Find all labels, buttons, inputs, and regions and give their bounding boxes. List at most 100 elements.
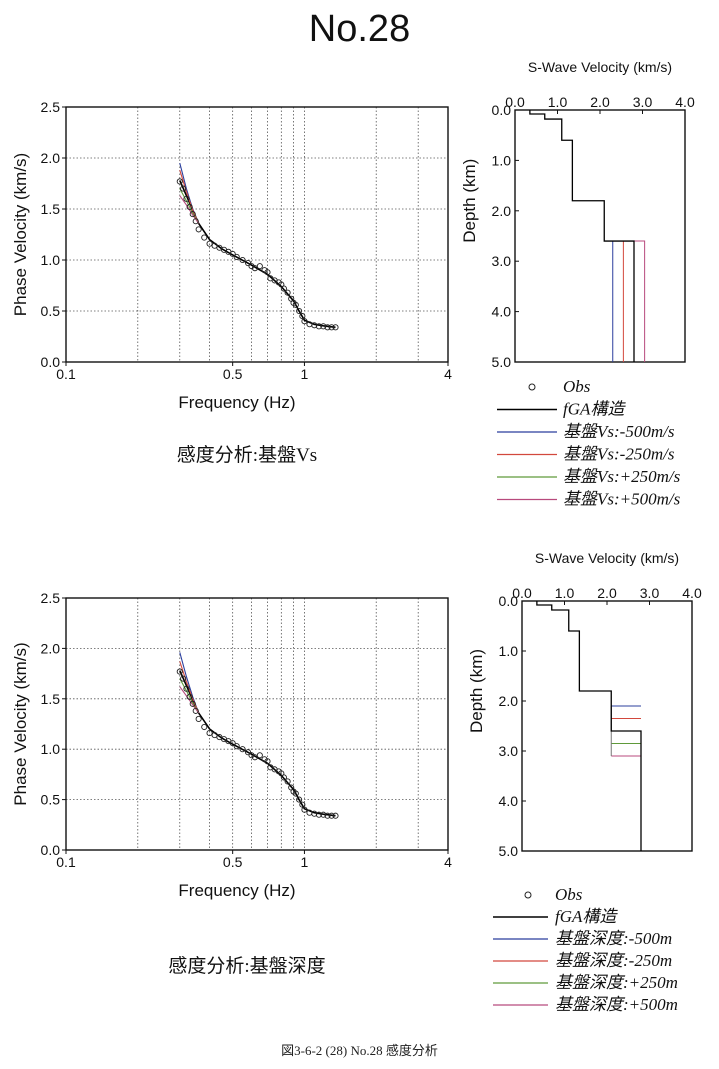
basement-variation-line [604, 240, 614, 362]
obs-point [186, 203, 193, 211]
obs-point [264, 758, 271, 765]
y-tick-label: 5.0 [499, 843, 519, 859]
obs-point [292, 301, 299, 308]
obs-point [301, 806, 308, 813]
y-tick-label: 2.5 [41, 590, 61, 606]
legend-obs-label: Obs [563, 377, 591, 396]
x-axis-label: Frequency (Hz) [178, 393, 295, 412]
x-tick-label: 0.5 [223, 854, 243, 870]
obs-point [195, 226, 202, 233]
depth-axis-label: Depth (km) [467, 649, 486, 733]
x-tick-label: 1.0 [548, 94, 568, 110]
y-tick-label: 1.0 [499, 643, 519, 659]
x-tick-label: 4.0 [682, 585, 702, 601]
obs-point [251, 265, 258, 272]
x-tick-label: 1 [301, 366, 309, 382]
y-tick-label: 1.0 [41, 252, 61, 268]
y-tick-label: 4.0 [492, 304, 512, 320]
obs-point [315, 811, 322, 818]
y-tick-label: 2.0 [41, 640, 61, 656]
obs-point [195, 715, 202, 723]
basement-variation-line [604, 240, 646, 362]
basement-variation-line [604, 240, 624, 362]
y-tick-label: 2.5 [41, 99, 61, 115]
legend-fga-label: fGA構造 [563, 400, 626, 419]
profile-frame [521, 600, 693, 852]
variation-curve [179, 686, 200, 714]
fga-curve [179, 670, 336, 817]
obs-point [180, 185, 187, 192]
obs-point [324, 324, 331, 331]
x-tick-label: 0.5 [223, 366, 243, 382]
y-tick-label: 5.0 [492, 354, 512, 370]
obs-point [299, 801, 306, 808]
obs-point [328, 812, 335, 819]
x-tick-label: 3.0 [633, 94, 653, 110]
obs-point [256, 752, 263, 759]
legend-variation-label: 基盤深度:+250m [555, 973, 678, 992]
figure-caption: 図3-6-2 (28) No.28 感度分析 [281, 1043, 438, 1058]
plot-frame [65, 597, 449, 851]
y-tick-label: 4.0 [499, 793, 519, 809]
x-tick-label: 1.0 [555, 585, 575, 601]
legend-variation-label: 基盤Vs:+250m/s [563, 467, 681, 486]
obs-point [239, 746, 246, 753]
obs-point [284, 778, 291, 785]
x-tick-label: 4 [444, 854, 452, 870]
profile-title: S-Wave Velocity (km/s) [528, 59, 672, 75]
obs-point [201, 234, 208, 241]
obs-point [180, 675, 187, 682]
obs-point [299, 313, 306, 320]
obs-point [183, 195, 190, 202]
obs-point [201, 723, 208, 731]
obs-point [320, 323, 327, 330]
y-tick-label: 2.0 [492, 203, 512, 219]
y-tick-label: 0.0 [41, 842, 61, 858]
sensitivity-subtitle: 感度分析:基盤深度 [168, 955, 325, 977]
fga-curve [179, 180, 336, 329]
x-tick-label: 0.0 [512, 585, 532, 601]
x-tick-label: 0.0 [505, 94, 525, 110]
obs-point [251, 754, 258, 761]
x-tick-label: 4 [444, 366, 452, 382]
depth-axis-label: Depth (km) [460, 159, 479, 243]
y-tick-label: 0.0 [492, 102, 512, 118]
y-tick-label: 0.0 [41, 354, 61, 370]
legend-obs-marker [524, 891, 532, 899]
obs-point [192, 218, 199, 225]
page-title: No.28 [308, 8, 411, 50]
variation-curve [179, 661, 200, 714]
obs-point [320, 811, 327, 818]
obs-point [280, 774, 287, 781]
legend-obs-label: Obs [555, 885, 583, 904]
obs-point [183, 685, 190, 692]
legend-variation-label: 基盤Vs:-250m/s [563, 445, 675, 464]
y-tick-label: 1.5 [41, 691, 61, 707]
obs-point [186, 693, 193, 700]
obs-point [332, 812, 339, 819]
obs-point [248, 263, 255, 270]
y-tick-label: 0.5 [41, 303, 61, 319]
obs-point [248, 752, 255, 759]
fga-profile-line [529, 110, 635, 362]
legend-variation-label: 基盤Vs:-500m/s [563, 422, 675, 441]
variation-curve [179, 170, 200, 224]
profile-frame [514, 109, 686, 363]
obs-point [280, 285, 287, 292]
obs-point [244, 260, 252, 267]
x-tick-label: 0.1 [56, 854, 76, 870]
obs-point [176, 668, 183, 675]
x-axis-label: Frequency (Hz) [178, 881, 295, 900]
y-axis-label: Phase Velocity (km/s) [11, 642, 30, 805]
fga-profile-line [536, 601, 642, 851]
legend-variation-label: 基盤深度:-250m [555, 951, 672, 970]
obs-point [256, 263, 263, 270]
obs-point [261, 267, 268, 274]
variation-curve [179, 188, 200, 224]
obs-point [229, 740, 236, 747]
x-tick-label: 0.1 [56, 366, 76, 382]
obs-point [233, 743, 240, 750]
obs-point [284, 289, 291, 296]
y-tick-label: 3.0 [492, 253, 512, 269]
